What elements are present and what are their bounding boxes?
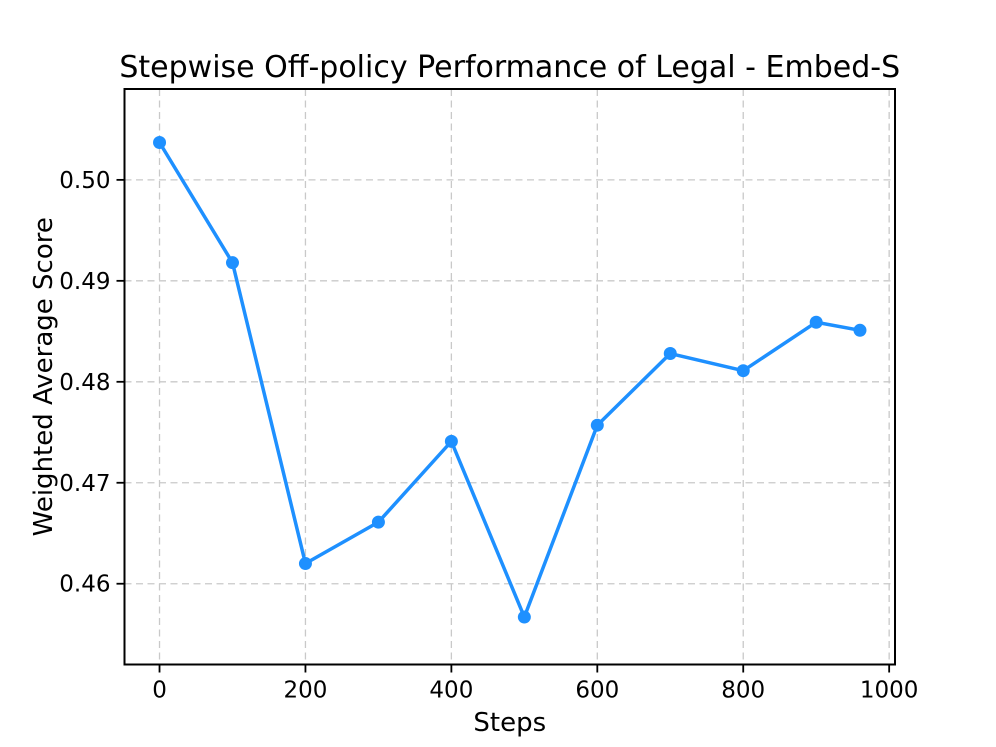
y-tick-label: 0.50: [59, 168, 110, 194]
data-point: [225, 256, 239, 270]
y-tick-label: 0.47: [59, 471, 110, 497]
y-tick-label: 0.46: [59, 572, 110, 598]
data-point: [298, 557, 312, 571]
x-tick-label: 200: [283, 678, 327, 704]
data-point: [736, 364, 750, 378]
data-point: [809, 315, 823, 329]
data-point: [371, 515, 385, 529]
data-point: [517, 610, 531, 624]
x-tick-label: 1000: [860, 678, 919, 704]
chart-title: Stepwise Off-policy Performance of Legal…: [119, 50, 900, 85]
axis-ticks: 0 200 400 600 800 1000 0.46 0.47 0.48 0.49 0.50: [59, 168, 918, 704]
plot-border: [123, 88, 896, 666]
data-point: [153, 136, 167, 150]
data-line: [157, 140, 862, 619]
data-point: [853, 323, 867, 337]
data-point: [444, 434, 458, 448]
y-tick-label: 0.49: [59, 269, 110, 295]
y-axis-label: Weighted Average Score: [29, 217, 59, 536]
x-tick-label: 800: [721, 678, 765, 704]
x-tick-label: 600: [575, 678, 619, 704]
x-tick-label: 0: [152, 678, 167, 704]
y-tick-label: 0.48: [59, 370, 110, 396]
x-axis-label: Steps: [473, 708, 546, 738]
data-point: [663, 347, 677, 361]
data-series: [153, 136, 867, 624]
data-point: [590, 418, 604, 432]
x-tick-label: 400: [429, 678, 473, 704]
